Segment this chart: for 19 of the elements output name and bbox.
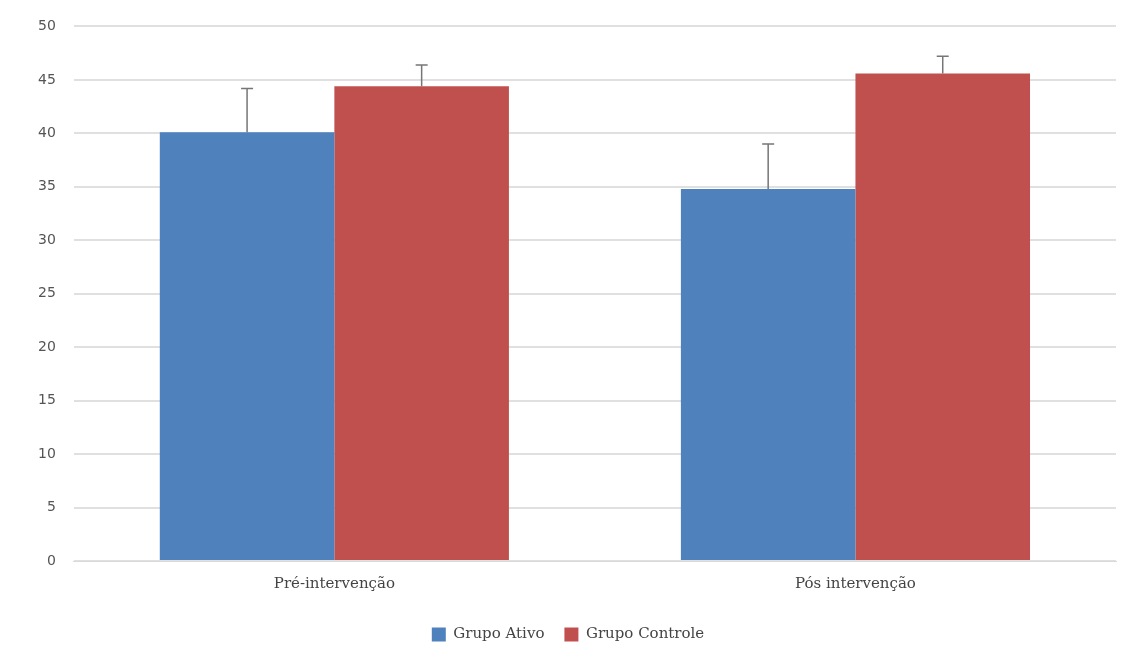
legend-label: Grupo Ativo [453,624,545,643]
y-tick-label: 35 [37,177,56,194]
y-tick-label: 50 [37,17,56,34]
y-tick-label: 40 [37,123,56,140]
y-tick-label: 10 [37,444,56,461]
y-tick-label: 0 [46,551,56,568]
bar [159,132,335,560]
y-tick-label: 15 [37,391,56,408]
y-tick-label: 5 [46,498,56,515]
y-tick-label: 45 [37,70,56,87]
x-tick-label: Pós intervenção [795,573,916,592]
y-tick-label: 30 [37,230,56,247]
x-tick-label: Pré-intervenção [273,573,395,592]
y-tick-label: 20 [37,337,56,354]
bar [855,73,1031,560]
bar [334,86,509,560]
bar [680,188,856,560]
legend-label: Grupo Controle [585,624,705,643]
y-tick-label: 25 [37,284,56,301]
